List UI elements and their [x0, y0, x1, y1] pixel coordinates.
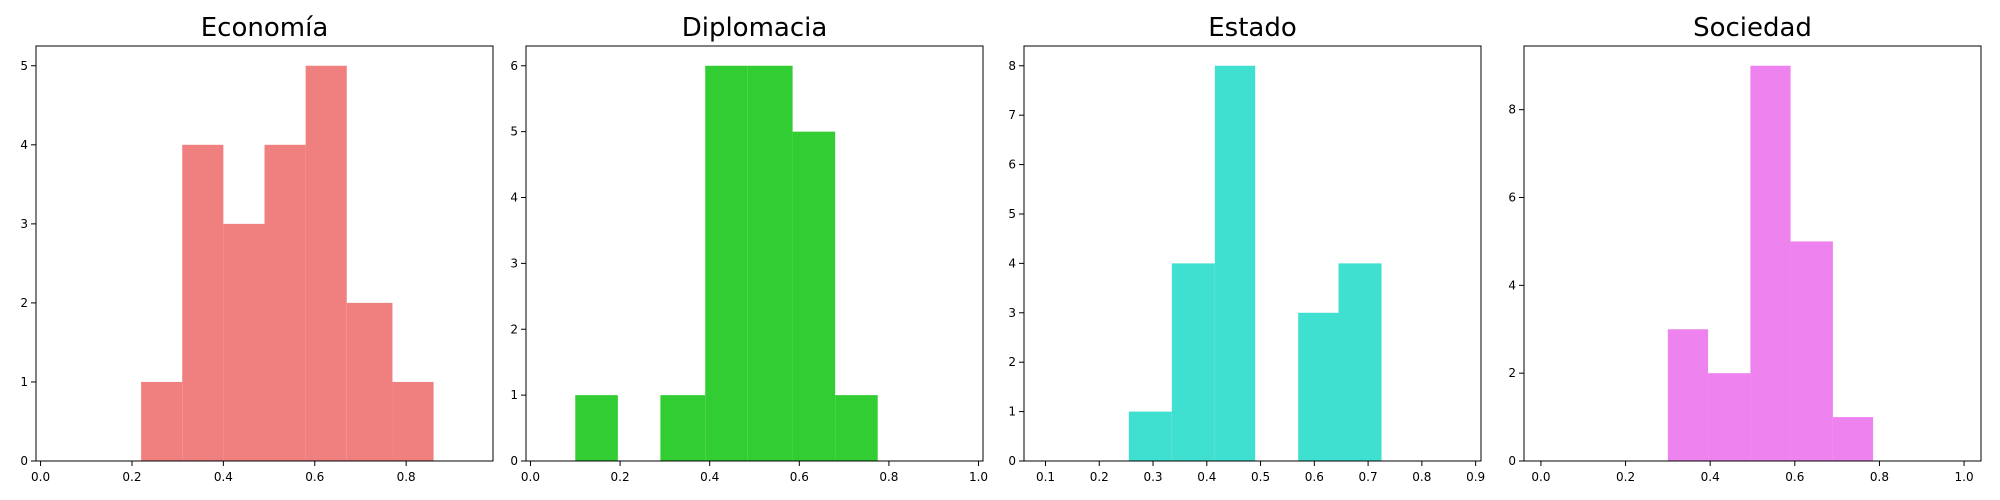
histogram-bar	[392, 381, 434, 461]
x-tick-label: 0.8	[879, 470, 898, 484]
y-tick-label: 4	[20, 138, 28, 152]
y-tick-label: 0	[20, 454, 28, 468]
y-tick-label: 5	[20, 59, 28, 73]
histogram-bar	[1128, 411, 1172, 461]
histogram-bar	[792, 131, 836, 461]
y-tick-label: 0	[1508, 454, 1516, 468]
y-tick-label: 0	[1008, 454, 1016, 468]
x-tick-label: 0.6	[1305, 470, 1324, 484]
y-tick-label: 2	[1008, 355, 1016, 369]
histogram-bar	[141, 381, 183, 461]
histogram-bar	[1298, 312, 1339, 461]
x-tick-label: 0.8	[1870, 470, 1889, 484]
y-tick-label: 2	[1508, 366, 1516, 380]
y-tick-label: 1	[20, 375, 28, 389]
histogram-bar	[182, 144, 224, 462]
y-tick-label: 4	[1008, 256, 1016, 270]
histogram-panel-1: 0.0 0.2 0.4 0.6 0.8 0 1 2 3 4 5 Economía	[20, 13, 494, 484]
plot-frame	[35, 45, 494, 462]
x-tick-label: 0.6	[1785, 470, 1804, 484]
histogram-bar	[1171, 263, 1215, 461]
x-tick-label: 1.0	[969, 470, 988, 484]
histogram-bar	[835, 395, 878, 461]
y-tick-label: 4	[510, 191, 518, 205]
histogram-bar	[1667, 329, 1709, 461]
y-tick-label: 3	[1008, 306, 1016, 320]
x-tick-label: 0.4	[1197, 470, 1216, 484]
histogram-bar	[305, 65, 347, 461]
plot-frame	[1023, 45, 1482, 462]
histogram-bar	[747, 65, 793, 461]
x-tick-label: 0.8	[397, 470, 416, 484]
histogram-bar	[346, 302, 393, 461]
histogram-bar	[705, 65, 748, 461]
histogram-bar	[660, 395, 706, 461]
histogram-bar	[1214, 65, 1256, 461]
x-tick-label: 0.6	[305, 470, 324, 484]
x-tick-label: 0.3	[1143, 470, 1162, 484]
x-tick-label: 0.4	[214, 470, 233, 484]
x-tick-label: 0.4	[700, 470, 719, 484]
x-tick-label: 0.1	[1036, 470, 1055, 484]
chart-title: Estado	[1208, 13, 1297, 43]
y-tick-label: 7	[1008, 108, 1016, 122]
x-tick-label: 0.0	[521, 470, 540, 484]
x-tick-label: 0.8	[1412, 470, 1431, 484]
y-tick-label: 3	[510, 256, 518, 270]
y-tick-label: 3	[20, 217, 28, 231]
histogram-bar	[223, 223, 265, 461]
chart-title: Sociedad	[1693, 13, 1812, 43]
x-tick-label: 1.0	[1955, 470, 1974, 484]
histogram-bar	[1832, 417, 1874, 461]
histogram-bar	[1708, 373, 1751, 461]
x-tick-label: 0.7	[1359, 470, 1378, 484]
y-tick-label: 1	[1008, 405, 1016, 419]
y-tick-label: 4	[1508, 278, 1516, 292]
x-tick-label: 0.0	[31, 470, 50, 484]
y-tick-label: 6	[510, 59, 518, 73]
y-tick-label: 1	[510, 388, 518, 402]
x-tick-label: 0.4	[1701, 470, 1720, 484]
y-tick-label: 2	[510, 322, 518, 336]
histogram-bar	[1338, 263, 1382, 461]
histogram-bar	[575, 395, 618, 461]
histogram-panel-2: 0.0 0.2 0.4 0.6 0.8 1.0 0 1 2 3 4 5 6 Diplomacia	[510, 13, 988, 484]
histogram-bar	[264, 144, 306, 462]
x-tick-label: 0.2	[122, 470, 141, 484]
histogram-panel-4: 0.0 0.2 0.4 0.6 0.8 1.0 0 2 4 6 8 Sociedad	[1508, 13, 1982, 484]
y-tick-label: 8	[1008, 59, 1016, 73]
plot-frame	[525, 45, 984, 462]
y-tick-label: 5	[510, 125, 518, 139]
x-tick-label: 0.5	[1251, 470, 1270, 484]
y-tick-label: 5	[1008, 207, 1016, 221]
y-tick-label: 6	[1508, 191, 1516, 205]
x-tick-label: 0.2	[1616, 470, 1635, 484]
x-tick-label: 0.2	[1090, 470, 1109, 484]
histogram-bar	[1790, 241, 1833, 461]
histogram-panel-3: 0.1 0.2 0.3 0.4 0.5 0.6 0.7 0.8 0.9 0 1 2 3 4 5 6 7 8 Esta…	[1008, 13, 1485, 484]
x-tick-label: 0.6	[790, 470, 809, 484]
x-tick-label: 0.0	[1531, 470, 1550, 484]
y-tick-label: 8	[1508, 103, 1516, 117]
histogram-bar	[1750, 65, 1791, 461]
x-tick-label: 0.2	[611, 470, 630, 484]
chart-title: Economía	[201, 13, 329, 43]
plot-frame	[1523, 45, 1982, 462]
y-tick-label: 0	[510, 454, 518, 468]
chart-title: Diplomacia	[682, 13, 828, 43]
y-tick-label: 2	[20, 296, 28, 310]
y-tick-label: 6	[1008, 158, 1016, 172]
x-tick-label: 0.9	[1466, 470, 1485, 484]
